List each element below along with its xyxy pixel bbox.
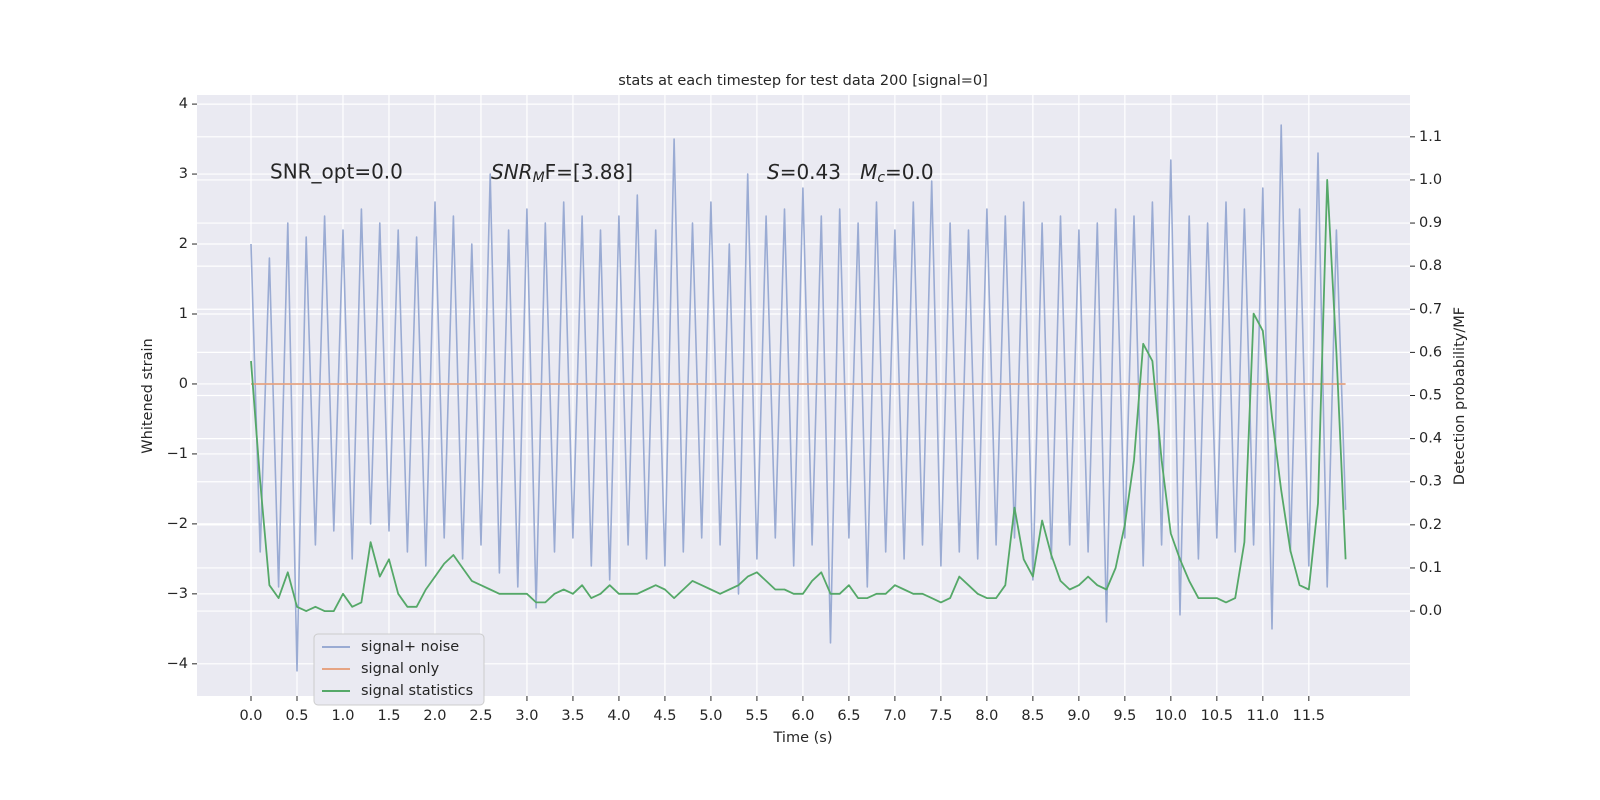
x-tick-label: 9.0 — [1067, 708, 1090, 724]
y2-axis-label: Detection probability/MF — [1452, 307, 1468, 485]
x-tick-label: 3.0 — [515, 708, 538, 724]
annotation-part: =0.43 — [780, 160, 860, 184]
y2-tick-label: 0.5 — [1419, 388, 1442, 404]
x-tick-label: 4.0 — [607, 708, 630, 724]
y2-tick-label: 0.3 — [1419, 474, 1442, 490]
x-tick-label: 5.0 — [699, 708, 722, 724]
series-line — [250, 124, 1347, 672]
x-tick-label: 2.0 — [423, 708, 446, 724]
annotation: S=0.43 Mc=0.0 — [767, 160, 934, 187]
x-tick-label: 0.0 — [239, 708, 262, 724]
y-tick-label: 3 — [179, 166, 188, 182]
legend-label: signal statistics — [361, 683, 473, 699]
y-tick-label: −4 — [167, 656, 188, 672]
annotation-part: SNR — [491, 160, 533, 184]
y-tick-label: 0 — [179, 376, 188, 392]
annotation-part: M — [860, 160, 877, 184]
annotation-part: M — [533, 170, 545, 186]
y-tick-label: −1 — [167, 446, 188, 462]
x-tick-label: 11.5 — [1293, 708, 1325, 724]
x-tick-label: 3.5 — [561, 708, 584, 724]
x-tick-label: 8.5 — [1021, 708, 1044, 724]
y2-tick-label: 0.1 — [1419, 560, 1442, 576]
x-tick-label: 4.5 — [653, 708, 676, 724]
legend-label: signal only — [361, 661, 440, 677]
y2-tick-label: 0.7 — [1419, 301, 1442, 317]
y-tick-label: 2 — [179, 236, 188, 252]
grid — [197, 95, 1410, 696]
y-tick-label: −3 — [167, 586, 188, 602]
x-tick-label: 5.5 — [745, 708, 768, 724]
x-tick-label: 1.0 — [331, 708, 354, 724]
x-axis-label: Time (s) — [773, 730, 833, 746]
annotation: SNR_opt=0.0 — [270, 160, 403, 184]
y2-tick-label: 1.0 — [1419, 172, 1442, 188]
annotation-part: F=[3.88] — [545, 160, 633, 184]
x-tick-label: 7.5 — [929, 708, 952, 724]
x-tick-label: 6.0 — [791, 708, 814, 724]
legend-label: signal+ noise — [361, 639, 459, 655]
series-line — [250, 179, 1347, 612]
y2-tick-label: 1.1 — [1419, 129, 1442, 145]
x-tick-label: 9.5 — [1113, 708, 1136, 724]
annotation-part: S — [767, 160, 780, 184]
y2-tick-label: 0.0 — [1419, 603, 1442, 619]
y2-tick-label: 0.8 — [1419, 258, 1442, 274]
y-tick-label: 4 — [179, 96, 188, 112]
x-tick-label: 6.5 — [837, 708, 860, 724]
x-tick-label: 11.0 — [1247, 708, 1279, 724]
y2-tick-label: 0.6 — [1419, 344, 1442, 360]
x-tick-label: 10.0 — [1155, 708, 1187, 724]
legend-box — [313, 633, 485, 706]
annotation-part: =0.0 — [885, 160, 934, 184]
y-axis-label: Whitened strain — [140, 338, 156, 453]
y2-tick-label: 0.9 — [1419, 215, 1442, 231]
x-tick-label: 2.5 — [469, 708, 492, 724]
annotation-part: c — [877, 170, 885, 186]
x-tick-label: 1.5 — [377, 708, 400, 724]
y-tick-label: 1 — [179, 306, 188, 322]
x-tick-label: 8.0 — [975, 708, 998, 724]
x-tick-label: 10.5 — [1201, 708, 1233, 724]
x-tick-label: 0.5 — [285, 708, 308, 724]
chart-title: stats at each timestep for test data 200… — [618, 73, 988, 89]
y2-tick-label: 0.2 — [1419, 517, 1442, 533]
y-tick-label: −2 — [167, 516, 188, 532]
x-tick-label: 7.0 — [883, 708, 906, 724]
y2-tick-label: 0.4 — [1419, 431, 1442, 447]
annotation: SNRMF=[3.88] — [491, 160, 633, 187]
